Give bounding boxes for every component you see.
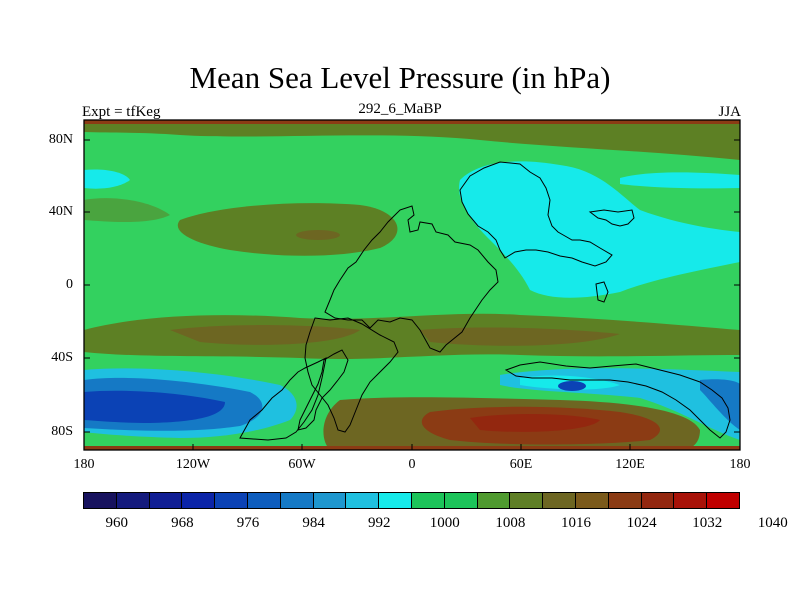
lon-tick-label: 120W bbox=[175, 457, 211, 472]
colorbar-label: 1040 bbox=[757, 515, 788, 531]
coastline-south-america bbox=[304, 317, 399, 433]
subtropical-high-core bbox=[170, 325, 360, 345]
colorbar-swatch bbox=[574, 492, 609, 509]
colorbar-label: 976 bbox=[236, 515, 260, 531]
north-pacific-high bbox=[84, 198, 170, 223]
lat-tick-label: 80S bbox=[51, 424, 73, 439]
coastline-malay bbox=[595, 281, 609, 303]
coastline-east-asia bbox=[588, 209, 635, 227]
colorbar-label: 968 bbox=[171, 515, 194, 531]
south-indian-low-core bbox=[558, 381, 586, 391]
lon-tick-label: 0 bbox=[408, 457, 416, 472]
azores-high bbox=[177, 203, 398, 256]
colorbar-swatch bbox=[476, 492, 511, 509]
south-pacific-low-core bbox=[84, 390, 225, 423]
colorbar-swatch bbox=[279, 492, 314, 509]
colorbar-label: 992 bbox=[367, 515, 391, 531]
colorbar-swatch bbox=[410, 492, 445, 509]
lon-tick-label: 120E bbox=[615, 457, 645, 472]
arctic-high-band bbox=[84, 120, 740, 160]
lat-tick-label: 0 bbox=[66, 277, 73, 292]
lon-tick-label: 180 bbox=[729, 457, 751, 472]
arctic-band-edge bbox=[84, 120, 740, 124]
experiment-label: Expt = tfKeg bbox=[82, 104, 161, 120]
subtropical-high-core-east bbox=[420, 327, 620, 346]
colorbar-swatch bbox=[673, 492, 708, 509]
lon-tick-label: 60E bbox=[509, 457, 533, 472]
colorbar-swatch bbox=[83, 492, 117, 509]
colorbar-label: 1008 bbox=[495, 515, 526, 531]
colorbar-swatch bbox=[378, 492, 412, 509]
north-pacific-low bbox=[84, 169, 130, 189]
colorbar-swatch bbox=[542, 492, 576, 509]
tick-marks bbox=[83, 139, 741, 450]
colorbar-swatch bbox=[443, 492, 478, 509]
colorbar-swatch bbox=[607, 492, 642, 509]
lon-tick-label: 180 bbox=[73, 457, 95, 472]
colorbar-label: 984 bbox=[302, 515, 325, 531]
colorbar-label: 1024 bbox=[626, 515, 657, 531]
colorbar-swatch bbox=[312, 492, 347, 509]
chart-title: Mean Sea Level Pressure (in hPa) bbox=[189, 60, 611, 95]
colorbar-label: 1000 bbox=[429, 515, 460, 531]
colorbar-swatch bbox=[509, 492, 544, 509]
period-label: 292_6_MaBP bbox=[358, 101, 442, 117]
lat-tick-label: 40N bbox=[48, 204, 73, 219]
lon-tick-label: 60W bbox=[288, 457, 316, 472]
antarctic-high-max bbox=[470, 414, 600, 432]
north-atlantic-low bbox=[620, 172, 740, 189]
colorbar-swatch bbox=[640, 492, 675, 509]
colorbar-swatch bbox=[148, 492, 183, 509]
colorbar-swatch bbox=[214, 492, 248, 509]
colorbar-swatch bbox=[246, 492, 281, 509]
coastline-antarctic-west bbox=[239, 357, 327, 441]
coastlines bbox=[239, 161, 731, 441]
coastline-africa-europe bbox=[324, 205, 499, 353]
lat-tick-label: 40S bbox=[51, 350, 73, 365]
colorbar bbox=[83, 492, 740, 509]
coastline-asia bbox=[459, 161, 613, 267]
colorbar-swatch bbox=[181, 492, 216, 509]
lat-tick-label: 80N bbox=[48, 132, 73, 147]
coastline-antarctic-east bbox=[504, 361, 731, 439]
colorbar-swatch bbox=[345, 492, 380, 509]
colorbar-swatch bbox=[706, 492, 740, 509]
pressure-field bbox=[84, 120, 740, 450]
colorbar-label: 1032 bbox=[692, 515, 723, 531]
asian-low bbox=[459, 161, 740, 298]
colorbar-label: 1016 bbox=[561, 515, 591, 531]
high-core bbox=[296, 230, 340, 240]
season-label: JJA bbox=[718, 104, 741, 120]
southern-subtropical-high bbox=[84, 313, 740, 359]
colorbar-swatch bbox=[115, 492, 150, 509]
coastline-peninsula bbox=[297, 349, 349, 431]
colorbar-label: 960 bbox=[105, 515, 129, 531]
